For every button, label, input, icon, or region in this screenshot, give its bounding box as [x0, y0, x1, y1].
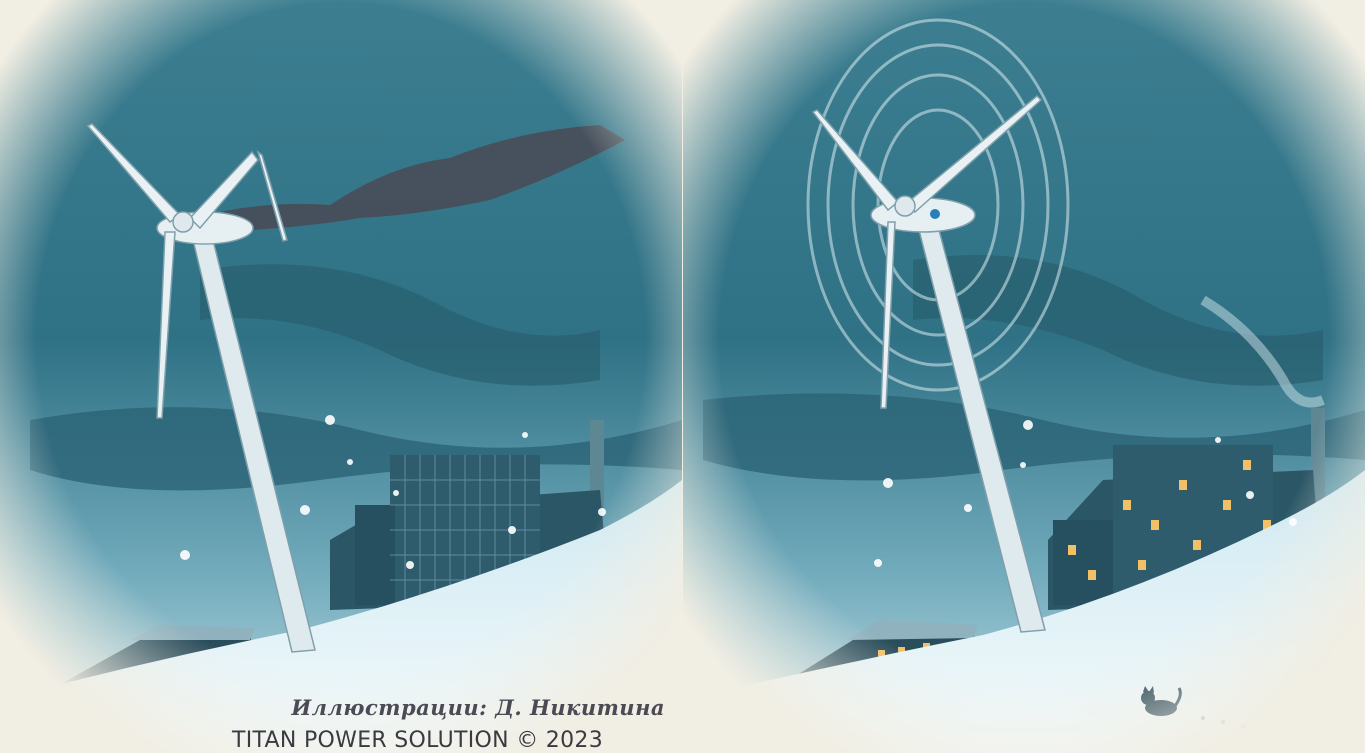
- broken-turbine-illustration: [0, 0, 682, 753]
- illustration-credit: Иллюстрации: Д. Никитина: [291, 695, 665, 720]
- working-turbine-scene: [683, 0, 1365, 753]
- working-turbine-illustration: [683, 0, 1365, 753]
- broken-turbine-scene: [0, 0, 682, 753]
- brand-copyright: TITAN POWER SOLUTION © 2023: [232, 728, 603, 753]
